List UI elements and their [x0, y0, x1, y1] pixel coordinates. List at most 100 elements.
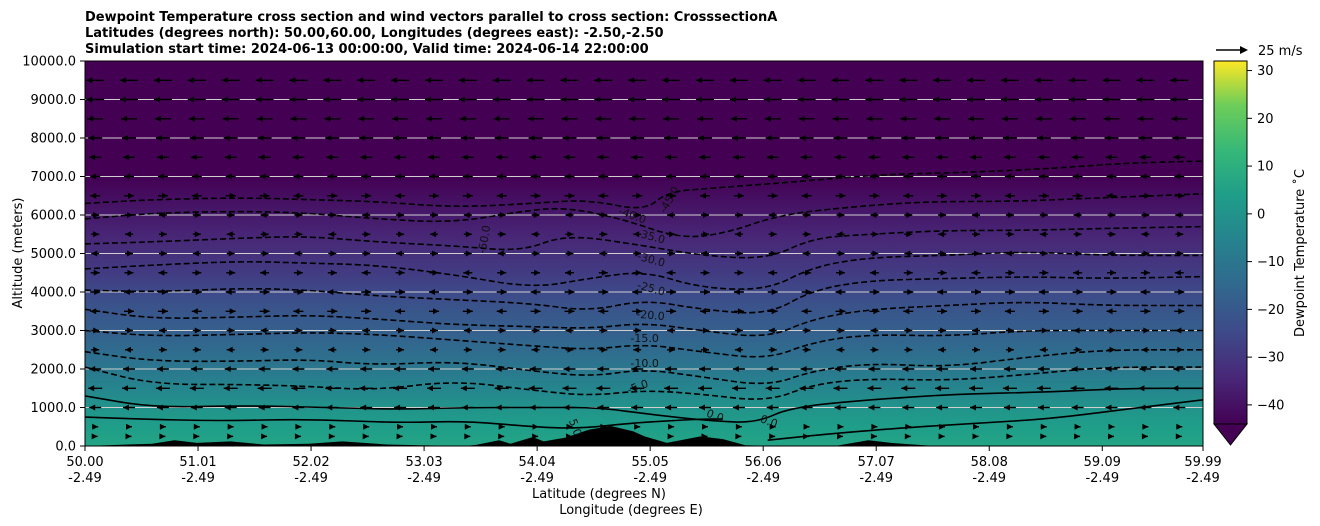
wind-vector-head [835, 289, 842, 295]
wind-vector-head [1143, 212, 1150, 218]
wind-vector-head [1076, 192, 1083, 199]
wind-vector-head [330, 269, 337, 276]
wind-vector-head [291, 135, 298, 141]
wind-vector-head [326, 366, 333, 372]
wind-vector-head [766, 154, 773, 161]
wind-vector-head [226, 346, 233, 353]
x-tick-label-lat: 51.01 [179, 455, 216, 470]
x-tick-label-lon: -2.49 [859, 471, 893, 486]
wind-vector-head [258, 366, 265, 372]
wind-vector-head [970, 404, 976, 411]
wind-vector-head [465, 231, 472, 238]
wind-vector-head [1002, 385, 1009, 392]
wind-vector-head [700, 308, 706, 315]
wind-vector-head [323, 77, 330, 84]
wind-vector-head [563, 154, 570, 161]
wind-vector-head [636, 192, 643, 199]
wind-vector-head [635, 250, 642, 257]
wind-vector-head [834, 154, 841, 161]
wind-vector-head [262, 231, 269, 238]
wind-vector-head [602, 289, 609, 295]
wind-vector-head [1036, 385, 1043, 392]
wind-vector-head [800, 404, 807, 411]
wind-vector-head [561, 115, 568, 122]
wind-vector-head [628, 96, 635, 103]
wind-vector-head [157, 173, 164, 180]
x-tick-label-lat: 57.07 [858, 455, 895, 470]
wind-vector-head [1177, 231, 1184, 238]
wind-vector-head [868, 404, 875, 411]
wind-vector-head [492, 77, 499, 84]
wind-vector-head [325, 385, 332, 392]
wind-vector-head [125, 433, 132, 440]
wind-vector-head [870, 327, 877, 334]
wind-vector-head [193, 423, 200, 430]
wind-vector-head [733, 289, 740, 295]
wind-vector-head [260, 269, 267, 276]
wind-vector-head [900, 115, 907, 122]
wind-vector-head [1105, 154, 1112, 161]
x-tick-label-lon: -2.49 [972, 471, 1006, 486]
wind-vector-head [1176, 423, 1183, 430]
wind-vector-head [365, 289, 372, 295]
wind-vector-head [289, 77, 296, 84]
wind-vector-head [565, 269, 571, 276]
wind-vector-head [799, 385, 806, 392]
contour-line [85, 251, 1203, 290]
wind-vector-head [1137, 115, 1144, 122]
wind-vector-head [736, 250, 743, 257]
wind-vector-head [362, 327, 369, 334]
wind-vector-head [494, 135, 501, 141]
wind-vector-head [940, 269, 947, 276]
wind-vector-head [729, 77, 736, 84]
wind-vector-head [328, 346, 335, 353]
wind-vector-head [1075, 346, 1082, 353]
wind-vector-head [428, 404, 434, 411]
wind-vector-head [1110, 269, 1116, 276]
wind-vector-head [1175, 327, 1182, 334]
wind-vector-head [975, 308, 981, 315]
wind-vector-head [124, 289, 130, 295]
wind-vector-head [873, 192, 880, 199]
wind-vector-head [871, 423, 878, 430]
wind-vector-head [330, 250, 337, 257]
wind-vector-head [938, 433, 945, 440]
contour-line [85, 349, 1203, 385]
wind-vector-head [530, 173, 537, 180]
wind-vector-head [93, 269, 100, 276]
wind-vector-head [941, 192, 948, 199]
wind-vector-head [153, 77, 160, 84]
wind-vector-head [427, 385, 433, 392]
wind-vector-head [89, 154, 96, 161]
wind-vector-head [1042, 192, 1049, 199]
wind-vector-head [188, 115, 195, 122]
wind-vector-head [296, 327, 303, 334]
wind-vector-head [804, 327, 811, 334]
wind-vector-head [698, 135, 704, 141]
colorbar: 30 20 10 0 −10 −20 −30 −40 Dewpoint Temperature… [1212, 60, 1308, 446]
wind-vector-head [327, 173, 334, 180]
wind-vector-head [800, 366, 807, 372]
wind-vector-head [635, 212, 642, 218]
y-tick-label: 8000.0 [31, 132, 77, 147]
wind-vector-head [127, 212, 133, 218]
wind-vector-head [495, 366, 502, 372]
wind-vector-head [153, 96, 160, 103]
wind-vector-head [1000, 77, 1007, 84]
wind-vector-head [93, 212, 100, 218]
wind-vector-head [972, 433, 979, 440]
wind-vector-head [597, 404, 604, 411]
wind-vector-head [464, 433, 471, 440]
wind-vector-head [767, 173, 774, 180]
wind-vector-head [1173, 404, 1180, 411]
wind-vector-head [769, 423, 776, 430]
wind-vector-head [1142, 423, 1149, 430]
wind-vector-head [936, 404, 943, 411]
y-tick-label: 1000.0 [31, 401, 77, 416]
wind-vector-head [464, 423, 471, 430]
x-tick-label-lon: -2.49 [633, 471, 667, 486]
wind-vector-head [500, 269, 507, 276]
wind-vector-head [870, 212, 877, 218]
wind-vector-head [838, 250, 845, 257]
wind-vector-head [665, 366, 672, 372]
